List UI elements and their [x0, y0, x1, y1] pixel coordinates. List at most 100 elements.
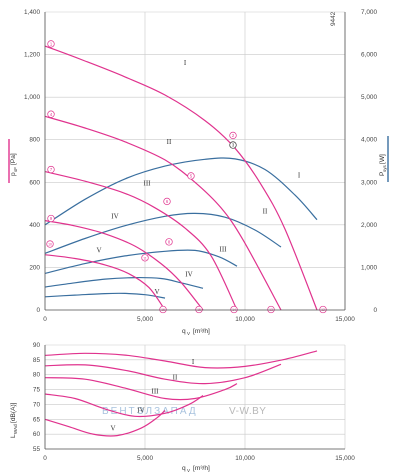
power-curve-label-i: I: [298, 172, 301, 180]
marker-circle: [195, 305, 203, 314]
pressure-curve-label-ii: II: [167, 138, 172, 146]
operating-point-markers: 12345678910111213141516: [46, 40, 327, 314]
sound-curve-ii: [44, 363, 282, 385]
watermark-text-2: V-W.BY: [229, 406, 266, 417]
bottom-x-tick-label: 10,000: [235, 455, 255, 462]
marker-14: 14: [230, 305, 238, 314]
marker-number: 2: [232, 133, 235, 138]
marker-circle: [47, 110, 55, 118]
chart-code: 9442: [330, 11, 337, 26]
power-curve-label-iv: IV: [185, 270, 192, 278]
bottom-x-axis-label-sub: V: [187, 468, 190, 473]
bottom-y-tick-label: 90: [33, 342, 41, 349]
x-tick-label: 15,000: [335, 316, 355, 323]
bottom-y-tick-label: 75: [33, 387, 41, 394]
marker-circle: [165, 238, 173, 246]
marker-7: 7: [47, 165, 55, 174]
sound-curve-label-i: I: [192, 358, 195, 366]
right-axis-label-unit: [W]: [379, 154, 386, 164]
right-tick-label: 6,000: [361, 52, 377, 59]
marker-circle: [319, 305, 327, 314]
marker-circle: [267, 305, 275, 314]
marker-number: 9: [50, 216, 53, 221]
marker-circle: [163, 197, 171, 206]
marker-2: 2: [229, 131, 237, 140]
marker-number: 3: [232, 143, 235, 148]
marker-8: 8: [165, 238, 173, 246]
left-axis-label-unit: [Pa]: [10, 153, 17, 165]
marker-number: 6: [166, 199, 169, 204]
bottom-y-axis-label: L WAd [dB(A)]: [10, 402, 18, 438]
left-tick-label: 800: [29, 137, 40, 144]
right-axis-label: P sys [W]: [379, 136, 389, 182]
bottom-y-tick-label: 60: [33, 431, 41, 438]
left-tick-label: 1,200: [24, 52, 40, 59]
left-tick-label: 0: [36, 307, 40, 314]
bottom-x-axis-label: q V [m³/h]: [182, 465, 210, 473]
marker-circle: [229, 141, 237, 149]
right-tick-label: 3,000: [361, 179, 377, 186]
right-tick-label: 7,000: [361, 9, 377, 16]
right-axis-label-sub: sys: [382, 165, 387, 173]
power-curve-iii: [44, 249, 238, 274]
sound-curve-label-iii: III: [152, 387, 160, 395]
right-tick-label: 0: [373, 307, 377, 314]
marker-1: 1: [47, 40, 55, 48]
power-curve-label-ii: II: [263, 207, 268, 215]
power-curve-label-iii: III: [220, 246, 228, 254]
marker-13: 13: [267, 305, 275, 314]
bottom-y-tick-label: 70: [33, 401, 41, 408]
pressure-curve-label-iv: IV: [111, 212, 118, 220]
marker-number: 7: [50, 167, 53, 172]
power-curve-i: [44, 157, 318, 226]
sound-curves: [44, 350, 318, 437]
pressure-curve-ii: [44, 115, 282, 311]
marker-number: 11: [143, 256, 147, 260]
left-tick-label: 400: [29, 222, 40, 229]
marker-circle: [229, 131, 237, 140]
x-axis-label-main: q: [182, 328, 186, 335]
pressure-curve-label-i: I: [184, 59, 187, 67]
marker-number: 1: [50, 42, 53, 47]
bottom-x-axis-label-main: q: [182, 465, 186, 472]
power-curve-iv: [44, 276, 204, 289]
pressure-power-chart: 12345678910111213141516 IIIIIIIVVIIIIIII…: [8, 9, 389, 336]
bottom-x-axis-label-unit: [m³/h]: [193, 465, 210, 472]
pressure-curves: [44, 45, 318, 311]
left-tick-label: 200: [29, 264, 40, 271]
bottom-x-tick-label: 5,000: [137, 455, 153, 462]
bottom-y-axis-label-unit: [dB(A)]: [10, 402, 17, 423]
sound-curve-label-ii: II: [173, 373, 178, 381]
x-tick-label: 0: [43, 316, 47, 323]
sound-curve-i: [44, 350, 318, 369]
power-curve-label-v: V: [154, 288, 159, 296]
bottom-y-tick-label: 55: [33, 446, 41, 453]
pressure-curve-v: [44, 254, 166, 311]
right-tick-label: 5,000: [361, 94, 377, 101]
left-axis-label: p sF [Pa]: [8, 139, 18, 183]
marker-10: 10: [46, 240, 54, 248]
marker-circle: [159, 305, 167, 314]
sound-axes: 0 5,000 10,000 15,000 55 60 65 70 75 80 85 90: [33, 342, 355, 462]
x-tick-label: 5,000: [137, 316, 153, 323]
marker-9: 9: [47, 214, 55, 223]
marker-6: 6: [163, 197, 171, 206]
marker-circle: [47, 165, 55, 174]
sound-curve-label-v: V: [110, 425, 115, 433]
bottom-y-tick-label: 65: [33, 416, 41, 423]
x-axis-label-unit: [m³/h]: [193, 328, 210, 335]
marker-number: 8: [168, 239, 171, 244]
left-axis-label-main: p: [10, 172, 17, 176]
x-axis-label-sub: V: [187, 331, 190, 336]
sound-curve-iii: [44, 377, 238, 401]
power-curves: [44, 157, 318, 299]
bottom-x-tick-label: 15,000: [335, 455, 355, 462]
marker-circle: [187, 172, 195, 180]
marker-circle: [230, 305, 238, 314]
x-axis-label: q V [m³/h]: [182, 328, 210, 336]
x-tick-label: 10,000: [235, 316, 255, 323]
right-axis-label-main: P: [379, 171, 386, 176]
